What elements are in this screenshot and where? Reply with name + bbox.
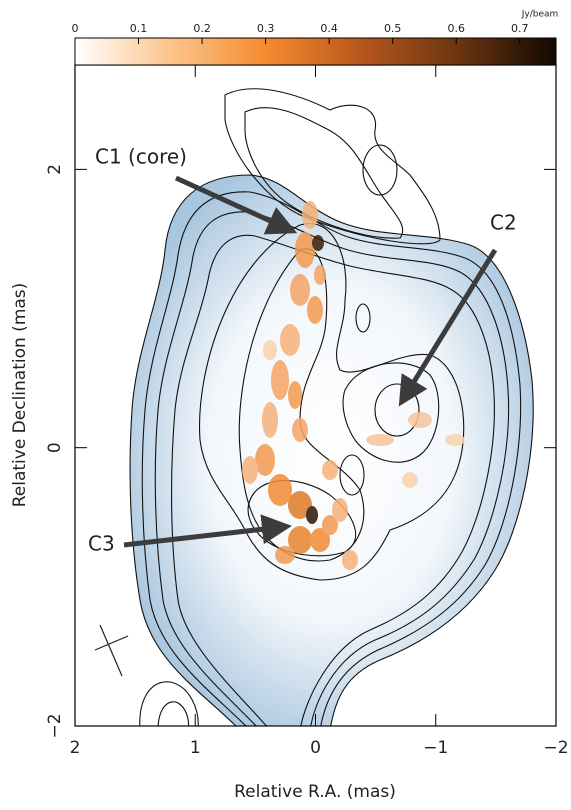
x-tick-label: −2: [543, 738, 568, 758]
emission-blob: [268, 474, 292, 506]
contour: [154, 211, 510, 726]
contour: [342, 362, 440, 463]
emission-blob: [314, 265, 326, 285]
colorbar-tick-label: 0.5: [384, 22, 402, 35]
emission-blob: [295, 232, 315, 268]
arrow: [398, 248, 498, 407]
emission-blob: [366, 434, 394, 446]
colorbar-tick-label: 0.3: [257, 22, 275, 35]
beam: [94, 624, 129, 677]
arrow: [174, 175, 298, 235]
colorbar-tick-label: 0.1: [130, 22, 148, 35]
colorbar-tick-label: 0.6: [447, 22, 465, 35]
emission-blob: [445, 434, 465, 446]
colorbar-tick-label: 0.7: [511, 22, 529, 35]
x-axis-title: Relative R.A. (mas): [234, 782, 396, 802]
annotation: C1 (core): [95, 145, 187, 169]
emission-blob: [263, 340, 277, 360]
contour: [247, 480, 357, 557]
x-tick-label: 0: [310, 738, 321, 758]
contour: [171, 234, 495, 726]
contours: [129, 88, 534, 726]
emission-blob: [271, 360, 289, 400]
colorbar: [74, 37, 557, 66]
annotation: C2: [490, 211, 517, 235]
emission-blob: [302, 201, 318, 229]
colorbar-tick-label: 0.2: [193, 22, 211, 35]
x-tick-label: 1: [190, 738, 201, 758]
emission-blob: [322, 515, 338, 535]
annotation: C3: [88, 532, 115, 556]
emission-blob: [322, 460, 338, 480]
annotations: C1 (core) C2 C3: [88, 145, 517, 556]
emission-blob: [292, 418, 308, 442]
emission-blob: [307, 296, 323, 324]
emission-blob: [312, 235, 324, 251]
colorbar-tick-label: 0.4: [320, 22, 338, 35]
contour: [362, 144, 398, 196]
emission-blob: [342, 550, 358, 570]
emission-blob: [332, 498, 348, 522]
y-axis-title: Relative Declination (mas): [10, 283, 30, 508]
y-tick-label: 2: [45, 164, 65, 175]
emission-blob: [280, 324, 300, 356]
contour: [139, 681, 199, 726]
emission-blob: [288, 526, 312, 554]
emission-blob: [275, 546, 295, 564]
emission-blob: [288, 381, 302, 409]
emission-blob: [402, 472, 418, 488]
contour: [244, 107, 404, 239]
contour: [374, 383, 420, 437]
x-tick-label: −1: [423, 738, 448, 758]
contour: [141, 191, 522, 726]
emission-blob: [242, 456, 258, 484]
map: [94, 88, 534, 726]
x-tick-label: 2: [70, 738, 81, 758]
arrow: [123, 514, 292, 548]
contour: [198, 223, 465, 581]
emission-blob: [310, 528, 330, 552]
emission-shading: [130, 175, 534, 726]
emission-blob: [408, 412, 432, 428]
y-tick-label: 0: [45, 442, 65, 453]
colorbar-tick-label: 0: [72, 22, 79, 35]
y-tick-label: −2: [45, 713, 65, 738]
emission-blob: [290, 274, 310, 306]
emission-blob: [262, 402, 278, 438]
contour: [355, 303, 371, 333]
emission-blob: [255, 444, 275, 476]
colorbar-label: Jy/beam: [521, 10, 559, 20]
emission: [242, 201, 465, 570]
emission-blob: [288, 491, 312, 519]
contour: [157, 701, 190, 726]
contour: [129, 174, 534, 726]
contour: [339, 454, 365, 496]
emission-blob: [306, 506, 318, 524]
